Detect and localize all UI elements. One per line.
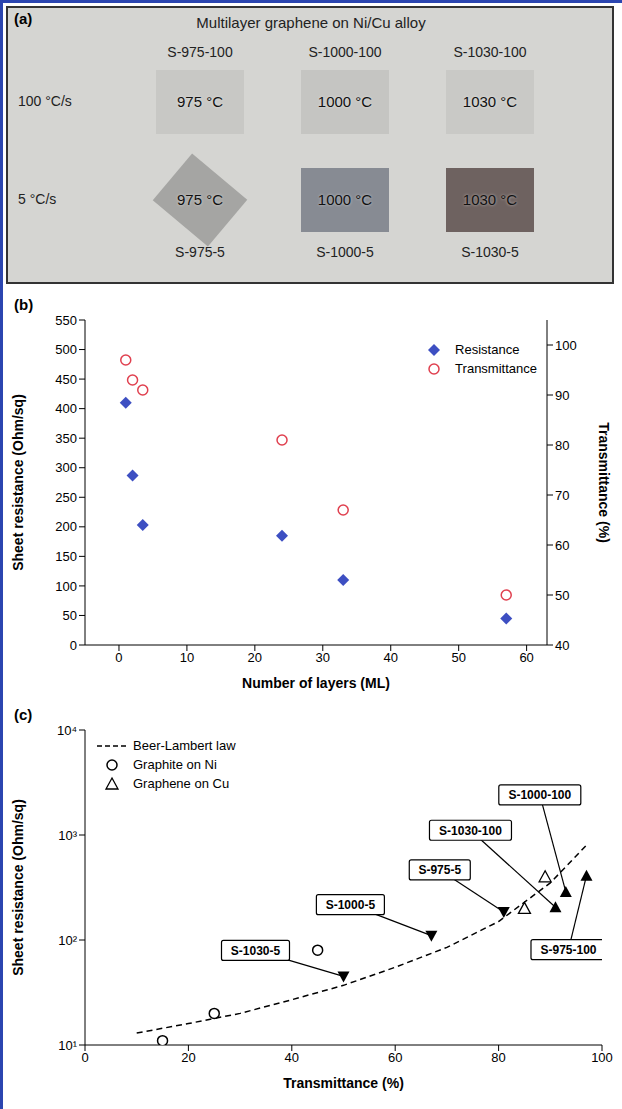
html-text:S-975-100: S-975-100 [167,44,233,60]
html-text:(c): (c) [14,706,33,723]
svg-text:40: 40 [384,650,398,665]
svg-text:10³: 10³ [58,828,77,843]
svg-text:60: 60 [519,650,533,665]
svg-text:50: 50 [63,608,77,623]
html-text:S-1030-5: S-1030-5 [461,244,519,260]
svg-text:80: 80 [555,438,569,453]
svg-text:S-975-5: S-975-5 [418,863,461,877]
svg-text:10⁴: 10⁴ [57,723,77,738]
html-text:Transmittance: Transmittance [455,361,537,376]
svg-text:10: 10 [180,650,194,665]
svg-text:S-1000-5: S-1000-5 [326,898,376,912]
svg-text:Sheet resistance (Ohm/sq): Sheet resistance (Ohm/sq) [10,394,26,571]
svg-text:0: 0 [70,638,77,653]
html-text:1030 °C: 1030 °C [462,191,518,208]
html-text:Graphene on Cu: Graphene on Cu [133,776,230,791]
svg-text:350: 350 [55,431,77,446]
svg-text:0: 0 [81,1050,88,1065]
svg-text:20: 20 [248,650,262,665]
svg-text:20: 20 [181,1050,195,1065]
svg-text:100: 100 [591,1050,613,1065]
html-text:1000 °C: 1000 °C [317,191,373,208]
html-text:S-1000-5: S-1000-5 [316,244,374,260]
html-text:(b): (b) [14,296,34,313]
svg-text:250: 250 [55,490,77,505]
html-text:(a): (a) [14,10,33,27]
html-text:1030 °C: 1030 °C [462,93,518,110]
svg-text:150: 150 [55,549,77,564]
html-text:Beer-Lambert law: Beer-Lambert law [133,738,236,753]
svg-text:400: 400 [55,401,77,416]
svg-text:S-1030-100: S-1030-100 [439,824,502,838]
svg-text:10¹: 10¹ [58,1038,77,1053]
svg-text:60: 60 [388,1050,402,1065]
html-text:Resistance: Resistance [455,342,520,357]
html-text:S-975-5: S-975-5 [175,244,225,260]
svg-text:200: 200 [55,519,77,534]
svg-text:70: 70 [555,488,569,503]
svg-text:300: 300 [55,460,77,475]
svg-text:S-1000-100: S-1000-100 [508,788,571,802]
html-text:100 °C/s: 100 °C/s [18,93,72,109]
svg-text:10²: 10² [58,933,77,948]
html-text:5 °C/s: 5 °C/s [18,191,57,207]
svg-text:550: 550 [55,313,77,328]
html-text:Multilayer graphene on Ni/Cu a: Multilayer graphene on Ni/Cu alloy [196,14,426,31]
svg-text:Sheet resistance (Ohm/sq): Sheet resistance (Ohm/sq) [10,799,26,976]
svg-text:100: 100 [55,579,77,594]
svg-text:50: 50 [451,650,465,665]
html-text:975 °C: 975 °C [177,93,223,110]
svg-text:S-1030-5: S-1030-5 [231,944,281,958]
svg-text:50: 50 [555,588,569,603]
svg-text:40: 40 [285,1050,299,1065]
svg-text:Number of layers (ML): Number of layers (ML) [242,675,390,691]
svg-text:Transmittance (%): Transmittance (%) [596,422,612,543]
svg-text:90: 90 [555,388,569,403]
svg-text:80: 80 [491,1050,505,1065]
html-text:S-1030-100: S-1030-100 [453,44,527,60]
svg-text:60: 60 [555,538,569,553]
svg-text:0: 0 [115,650,122,665]
svg-text:S-975-100: S-975-100 [540,943,596,957]
svg-text:500: 500 [55,342,77,357]
svg-text:40: 40 [555,638,569,653]
svg-text:Transmittance (%): Transmittance (%) [283,1075,404,1091]
svg-text:30: 30 [316,650,330,665]
html-text:975 °C: 975 °C [177,191,223,208]
html-text:Graphite on Ni: Graphite on Ni [133,757,217,772]
svg-text:100: 100 [555,338,577,353]
html-text:1000 °C: 1000 °C [317,93,373,110]
html-text:S-1000-100: S-1000-100 [308,44,382,60]
svg-text:450: 450 [55,372,77,387]
